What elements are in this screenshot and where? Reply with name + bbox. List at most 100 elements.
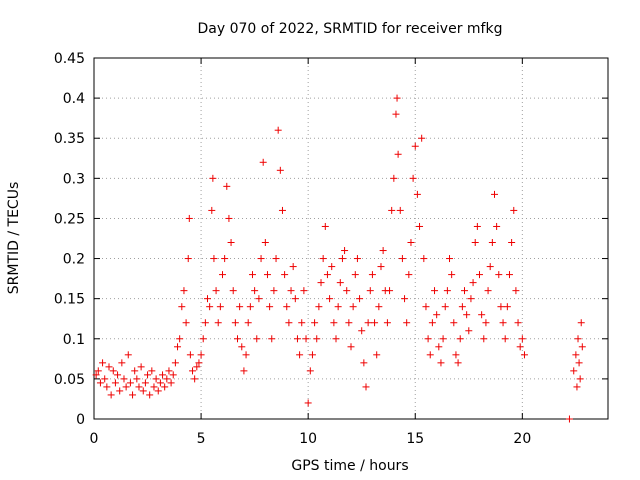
data-point xyxy=(129,391,137,399)
data-point xyxy=(347,343,355,351)
data-point xyxy=(321,222,329,230)
data-point xyxy=(141,379,149,387)
data-point xyxy=(403,319,411,327)
data-point xyxy=(99,359,107,367)
data-point xyxy=(278,206,286,214)
data-point xyxy=(96,379,104,387)
data-point xyxy=(219,271,226,279)
data-point xyxy=(328,263,336,271)
data-point xyxy=(238,343,246,351)
data-point xyxy=(255,295,263,303)
data-point xyxy=(572,351,580,359)
data-point xyxy=(411,142,419,150)
data-point xyxy=(360,359,368,367)
data-point xyxy=(343,287,351,295)
data-point xyxy=(180,287,188,295)
data-point xyxy=(368,271,376,279)
data-point xyxy=(144,371,152,379)
data-point xyxy=(505,271,513,279)
data-point xyxy=(454,359,462,367)
data-point xyxy=(456,335,464,343)
data-point xyxy=(577,319,585,327)
data-point xyxy=(398,255,406,263)
data-point xyxy=(576,375,584,383)
data-point xyxy=(501,335,509,343)
plot-frame xyxy=(93,57,609,420)
data-point xyxy=(120,375,128,383)
data-point xyxy=(341,247,349,255)
data-point xyxy=(92,371,100,379)
data-point xyxy=(306,367,314,375)
data-point xyxy=(150,383,158,391)
data-points xyxy=(92,94,586,423)
data-point xyxy=(253,335,261,343)
data-point xyxy=(362,383,370,391)
data-point xyxy=(114,371,122,379)
data-point xyxy=(499,319,507,327)
data-point xyxy=(433,311,441,319)
data-point xyxy=(323,271,331,279)
data-point xyxy=(516,343,524,351)
data-point xyxy=(216,303,224,311)
data-point xyxy=(186,351,194,359)
data-point xyxy=(392,110,400,118)
data-point xyxy=(189,367,197,375)
data-point xyxy=(206,303,214,311)
data-point xyxy=(351,271,359,279)
data-point xyxy=(503,303,511,311)
data-point xyxy=(210,255,218,263)
data-point xyxy=(201,319,209,327)
data-point xyxy=(488,239,496,247)
y-tick-label: 0.35 xyxy=(54,131,85,147)
data-point xyxy=(94,367,102,375)
data-point xyxy=(152,375,160,383)
data-point xyxy=(285,319,293,327)
data-point xyxy=(268,335,276,343)
data-point xyxy=(263,271,271,279)
data-point xyxy=(159,371,167,379)
data-point xyxy=(478,311,486,319)
data-point xyxy=(508,239,516,247)
y-tick-label: 0.4 xyxy=(63,91,85,107)
data-point xyxy=(418,134,426,142)
data-point xyxy=(332,335,340,343)
data-point xyxy=(480,335,488,343)
data-point xyxy=(281,271,289,279)
data-point xyxy=(396,206,404,214)
data-point xyxy=(426,351,434,359)
data-point xyxy=(520,351,528,359)
data-point xyxy=(512,287,520,295)
data-point xyxy=(146,391,154,399)
data-point xyxy=(413,190,421,198)
x-tick-label: 5 xyxy=(197,431,206,447)
data-point xyxy=(118,359,126,367)
data-point xyxy=(197,351,205,359)
y-tick-label: 0.2 xyxy=(63,252,85,268)
data-point xyxy=(300,287,308,295)
data-point xyxy=(377,263,385,271)
data-point xyxy=(248,271,256,279)
data-point xyxy=(131,367,139,375)
data-point xyxy=(167,379,175,387)
data-point xyxy=(379,247,387,255)
data-point xyxy=(467,295,475,303)
data-point xyxy=(330,319,338,327)
data-point xyxy=(225,214,233,222)
data-point xyxy=(111,379,119,387)
y-tick-label: 0.1 xyxy=(63,332,85,348)
data-point xyxy=(233,335,241,343)
data-point xyxy=(338,255,346,263)
data-point xyxy=(193,363,201,371)
data-point xyxy=(122,383,130,391)
data-point xyxy=(473,222,481,230)
data-point xyxy=(358,327,366,335)
data-point xyxy=(208,206,216,214)
data-point xyxy=(441,303,449,311)
y-tick-label: 0 xyxy=(76,412,85,428)
data-point xyxy=(289,263,297,271)
data-point xyxy=(393,94,401,102)
data-point xyxy=(497,303,505,311)
data-point xyxy=(326,295,334,303)
data-point xyxy=(298,319,306,327)
